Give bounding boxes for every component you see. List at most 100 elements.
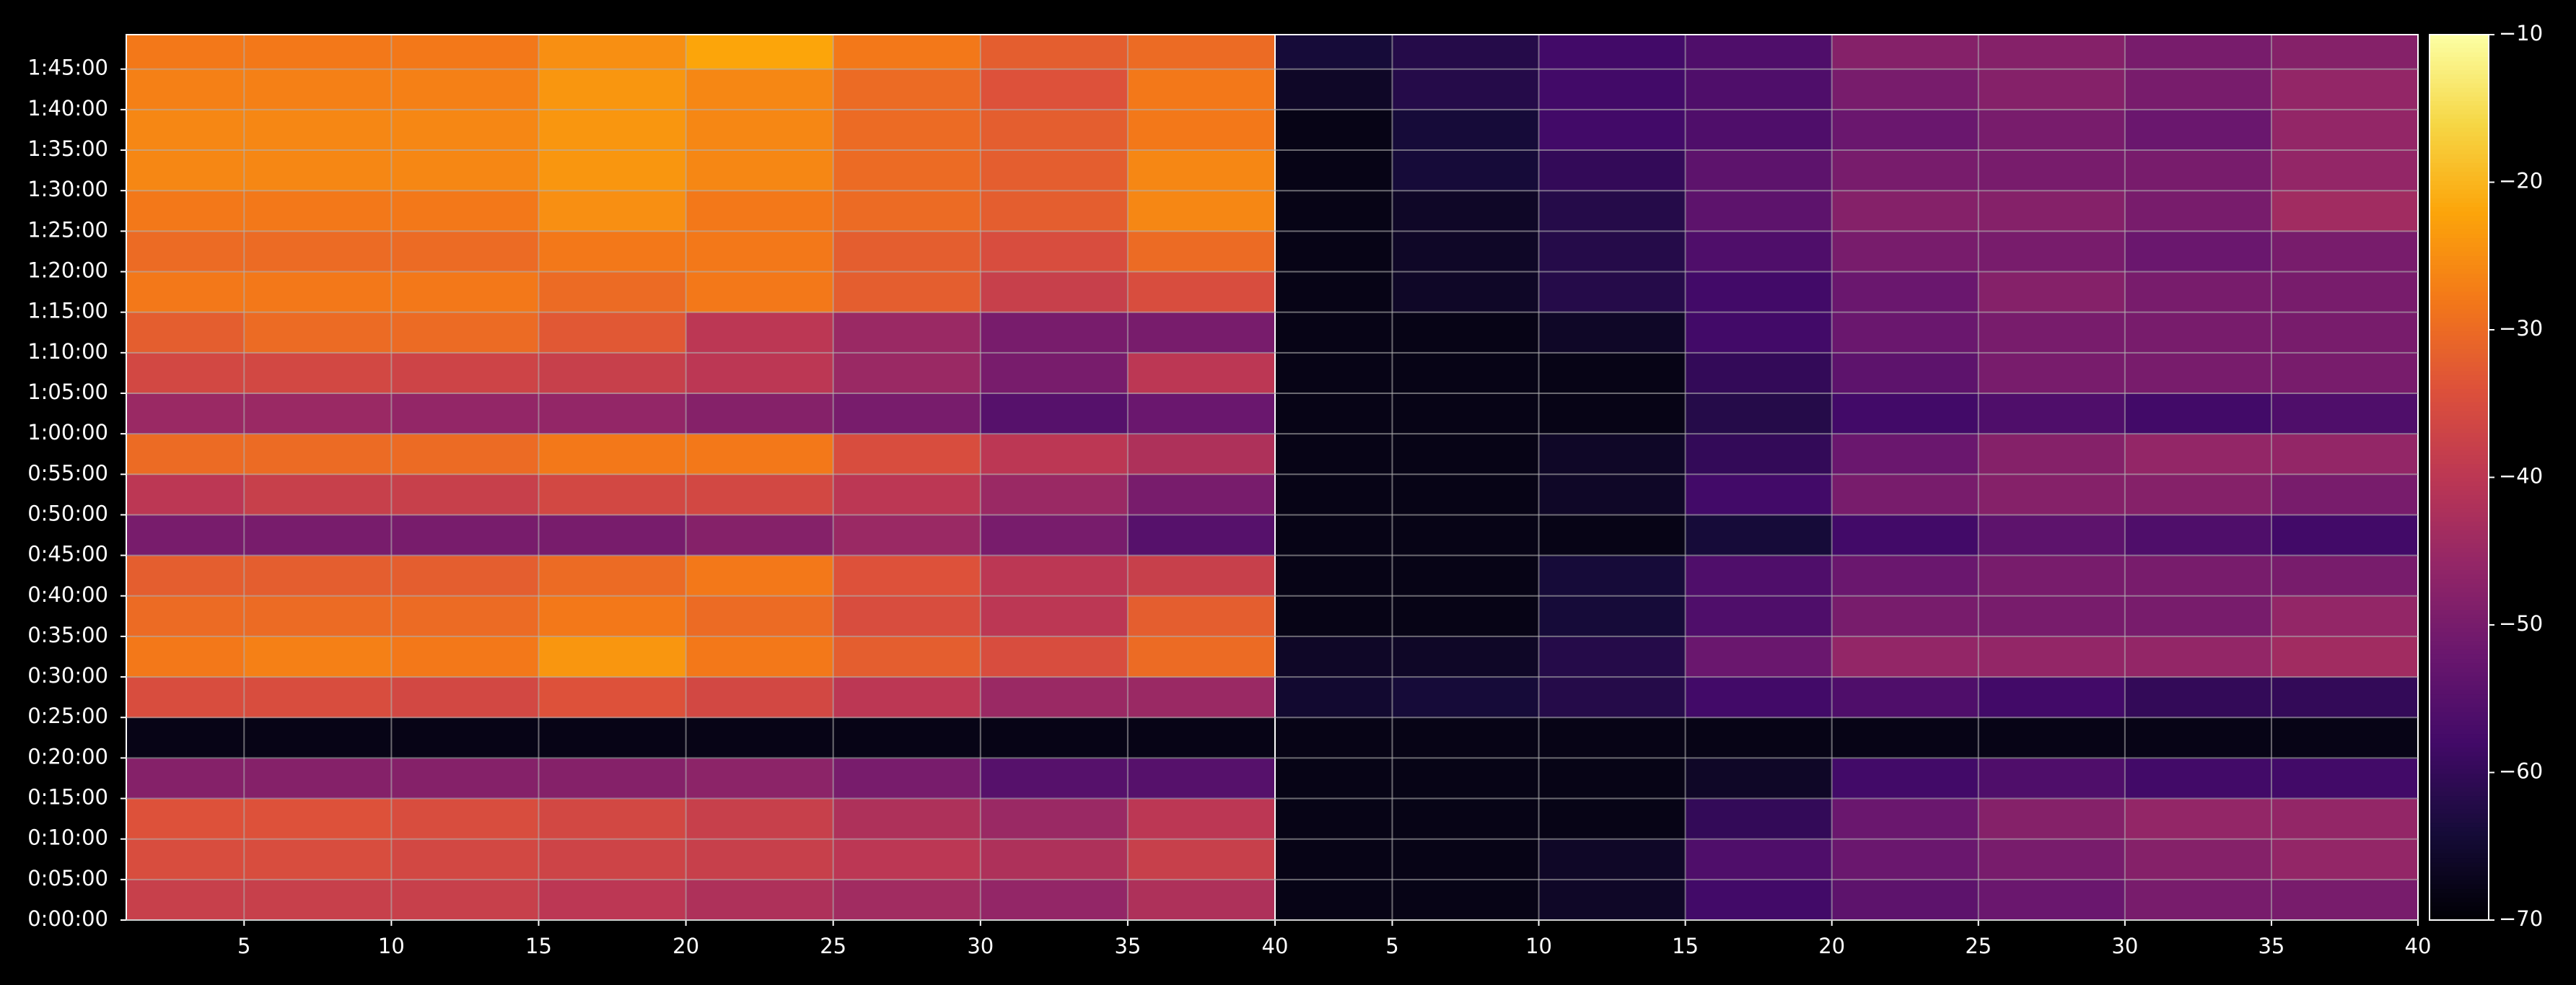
colorbar-swatch — [2430, 628, 2489, 633]
heatmap-cell — [1275, 150, 1393, 191]
colorbar-swatch — [2430, 765, 2489, 771]
heatmap-cell — [538, 474, 687, 515]
colorbar-swatch — [2430, 167, 2489, 172]
colorbar-swatch — [2430, 216, 2489, 222]
y-tick-label: 1:45:00 — [27, 56, 108, 80]
colorbar-swatch — [2430, 185, 2489, 191]
colorbar-swatch — [2430, 70, 2489, 75]
colorbar-swatch — [2430, 92, 2489, 97]
colorbar-swatch — [2430, 614, 2489, 620]
colorbar-swatch — [2430, 336, 2489, 341]
heatmap-cell — [538, 191, 687, 232]
heatmap-cell — [538, 69, 687, 110]
heatmap-cell — [2124, 677, 2272, 718]
heatmap-cell — [244, 393, 392, 434]
heatmap-cell — [2271, 393, 2419, 434]
heatmap-cell — [2124, 636, 2272, 678]
colorbar-swatch — [2430, 898, 2489, 903]
heatmap-cell — [833, 150, 981, 191]
colorbar-swatch — [2430, 915, 2489, 921]
heatmap-cell — [685, 839, 834, 880]
colorbar-swatch — [2430, 535, 2489, 540]
heatmap-cell — [1978, 717, 2126, 758]
heatmap-cell — [391, 798, 539, 840]
colorbar-swatch — [2430, 561, 2489, 566]
colorbar-swatch — [2430, 415, 2489, 421]
colorbar-swatch — [2430, 442, 2489, 447]
colorbar-swatch — [2430, 433, 2489, 438]
colorbar-swatch — [2430, 344, 2489, 350]
heatmap-cell — [126, 758, 245, 800]
colorbar-swatch — [2430, 769, 2489, 775]
heatmap-cell — [1275, 352, 1393, 394]
colorbar-swatch — [2430, 667, 2489, 673]
heatmap-cell — [2271, 231, 2419, 273]
colorbar-tick-label: −40 — [2499, 464, 2543, 489]
heatmap-cell — [244, 555, 392, 597]
heatmap-cell — [1831, 839, 1979, 880]
heatmap-cell — [1685, 677, 1833, 718]
colorbar-swatch — [2430, 300, 2489, 305]
heatmap-cell — [1127, 758, 1276, 800]
x-tick-label: 15 — [525, 934, 552, 958]
heatmap-cell — [980, 69, 1129, 110]
colorbar-swatch — [2430, 592, 2489, 597]
heatmap-cell — [244, 191, 392, 232]
heatmap-cell — [833, 717, 981, 758]
heatmap-cell — [2271, 595, 2419, 637]
heatmap-cell — [1685, 271, 1833, 313]
colorbar-swatch — [2430, 154, 2489, 159]
colorbar-swatch — [2430, 260, 2489, 266]
heatmap-cell — [1275, 717, 1393, 758]
heatmap-cell — [685, 191, 834, 232]
y-tick-label: 0:45:00 — [27, 542, 108, 566]
colorbar-swatch — [2430, 424, 2489, 429]
heatmap-cell — [391, 839, 539, 880]
colorbar-swatch — [2430, 734, 2489, 740]
heatmap-cell — [1392, 595, 1540, 637]
y-tick-label: 0:35:00 — [27, 623, 108, 647]
heatmap-cell — [1831, 758, 1979, 800]
colorbar-swatch — [2430, 141, 2489, 146]
heatmap-cell — [980, 677, 1129, 718]
heatmap-cell — [685, 717, 834, 758]
heatmap-cell — [1392, 555, 1540, 597]
heatmap-cell — [1392, 69, 1540, 110]
colorbar-swatch — [2430, 273, 2489, 279]
colorbar-swatch — [2430, 893, 2489, 898]
colorbar-swatch — [2430, 278, 2489, 284]
colorbar-swatch — [2430, 747, 2489, 753]
colorbar-swatch — [2430, 473, 2489, 478]
heatmap-cell — [244, 312, 392, 354]
colorbar-swatch — [2430, 105, 2489, 110]
colorbar-swatch — [2430, 818, 2489, 823]
colorbar-swatch — [2430, 751, 2489, 757]
heatmap-cell — [1275, 879, 1393, 921]
heatmap-cell — [2271, 109, 2419, 151]
y-tick-label: 0:30:00 — [27, 663, 108, 688]
colorbar-tick-label: −30 — [2499, 316, 2543, 341]
heatmap-cell — [980, 758, 1129, 800]
heatmap-cell — [391, 677, 539, 718]
heatmap-cell — [244, 434, 392, 475]
colorbar-swatch — [2430, 530, 2489, 535]
heatmap-cell — [391, 271, 539, 313]
heatmap-cell — [1392, 515, 1540, 556]
heatmap-cell — [1538, 474, 1686, 515]
heatmap-cell — [1392, 312, 1540, 354]
colorbar-swatch — [2430, 495, 2489, 500]
heatmap-cell — [1275, 393, 1393, 434]
heatmap-cell — [1127, 231, 1276, 273]
colorbar-swatch — [2430, 743, 2489, 748]
colorbar-swatch — [2430, 357, 2489, 363]
heatmap-cell — [1127, 191, 1276, 232]
heatmap-cell — [1392, 474, 1540, 515]
heatmap-cell — [1831, 109, 1979, 151]
x-tick-label: 5 — [237, 934, 250, 958]
heatmap-cell — [244, 879, 392, 921]
colorbar-swatch — [2430, 464, 2489, 469]
heatmap-cell — [244, 595, 392, 637]
heatmap-cell — [2271, 191, 2419, 232]
colorbar-swatch — [2430, 849, 2489, 854]
heatmap-cell — [980, 393, 1129, 434]
